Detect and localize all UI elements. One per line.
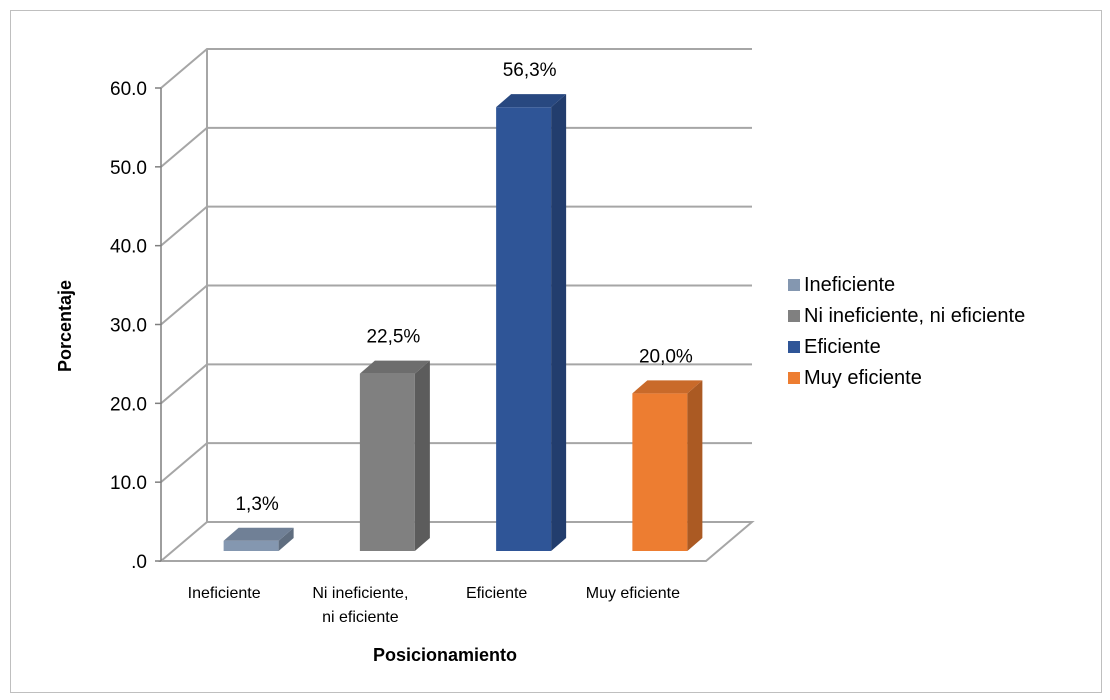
- bar-front: [359, 373, 415, 551]
- legend-item: Muy eficiente: [788, 367, 922, 389]
- gridline: [160, 48, 752, 89]
- bar-top: [223, 527, 294, 541]
- bar-top: [496, 94, 567, 108]
- y-tick-label: .0: [131, 552, 147, 573]
- bar-eficiente: [496, 94, 567, 551]
- data-label: 22,5%: [366, 327, 420, 348]
- gridline: [160, 126, 752, 168]
- y-tick-label: 20.0: [110, 394, 147, 415]
- legend-label: Ineficiente: [804, 274, 895, 296]
- bar-muy-eficiente: [632, 380, 703, 551]
- y-tick-label: 60.0: [110, 79, 147, 100]
- bar-front: [632, 393, 688, 551]
- axes: .0 10.0 20.0 30.0 40.0 50.0 60.0 Ineficiente Ni …: [110, 79, 680, 626]
- data-label: 1,3%: [235, 494, 278, 515]
- legend-swatch: [788, 310, 800, 322]
- legend-swatch: [788, 341, 800, 353]
- legend-swatch: [788, 279, 800, 291]
- gridline: [160, 284, 752, 326]
- x-tick-label: Muy eficiente: [586, 585, 680, 602]
- bar-side: [414, 360, 430, 551]
- gridlines: [158, 48, 755, 562]
- gridline: [160, 442, 752, 483]
- bar-chart: .0 10.0 20.0 30.0 40.0 50.0 60.0 Ineficiente Ni …: [55, 48, 1025, 665]
- bar-side: [551, 94, 567, 551]
- legend-label: Muy eficiente: [804, 367, 922, 389]
- bar-top: [359, 360, 430, 374]
- y-axis-title: Porcentaje: [55, 280, 75, 372]
- bar-front: [496, 107, 552, 551]
- x-tick-label: Ineficiente: [188, 585, 261, 602]
- chart-frame: .0 10.0 20.0 30.0 40.0 50.0 60.0 Ineficiente Ni …: [10, 10, 1102, 693]
- bar-side: [278, 527, 294, 551]
- data-label: 56,3%: [503, 60, 557, 81]
- gridline: [160, 205, 752, 247]
- y-tick-label: 50.0: [110, 158, 147, 179]
- bar-ineficiente: [223, 527, 294, 551]
- y-tick-label: 10.0: [110, 473, 147, 494]
- y-tick-label: 30.0: [110, 316, 147, 337]
- legend-swatch: [788, 372, 800, 384]
- legend-item: Eficiente: [788, 336, 881, 358]
- x-tick-label: ni eficiente: [322, 609, 399, 626]
- bar-side: [687, 380, 703, 551]
- bar-ni-ineficiente-ni-eficiente: [359, 360, 430, 551]
- legend-label: Eficiente: [804, 336, 881, 358]
- x-tick-label: Ni ineficiente,: [312, 585, 408, 602]
- legend-item: Ni ineficiente, ni eficiente: [788, 305, 1025, 327]
- data-label: 20,0%: [639, 346, 693, 367]
- gridline: [160, 363, 752, 405]
- x-tick-label: Eficiente: [466, 585, 527, 602]
- bar-front: [223, 540, 279, 551]
- data-labels: 1,3% 22,5% 56,3% 20,0%: [235, 60, 692, 515]
- x-axis-title: Posicionamiento: [373, 645, 517, 665]
- bars: [223, 94, 703, 551]
- chart-floor: [158, 521, 755, 562]
- legend: Ineficiente Ni ineficiente, ni eficiente E…: [788, 274, 1025, 389]
- bar-top: [632, 380, 703, 394]
- legend-label: Ni ineficiente, ni eficiente: [804, 305, 1025, 327]
- legend-item: Ineficiente: [788, 274, 895, 296]
- y-tick-label: 40.0: [110, 237, 147, 258]
